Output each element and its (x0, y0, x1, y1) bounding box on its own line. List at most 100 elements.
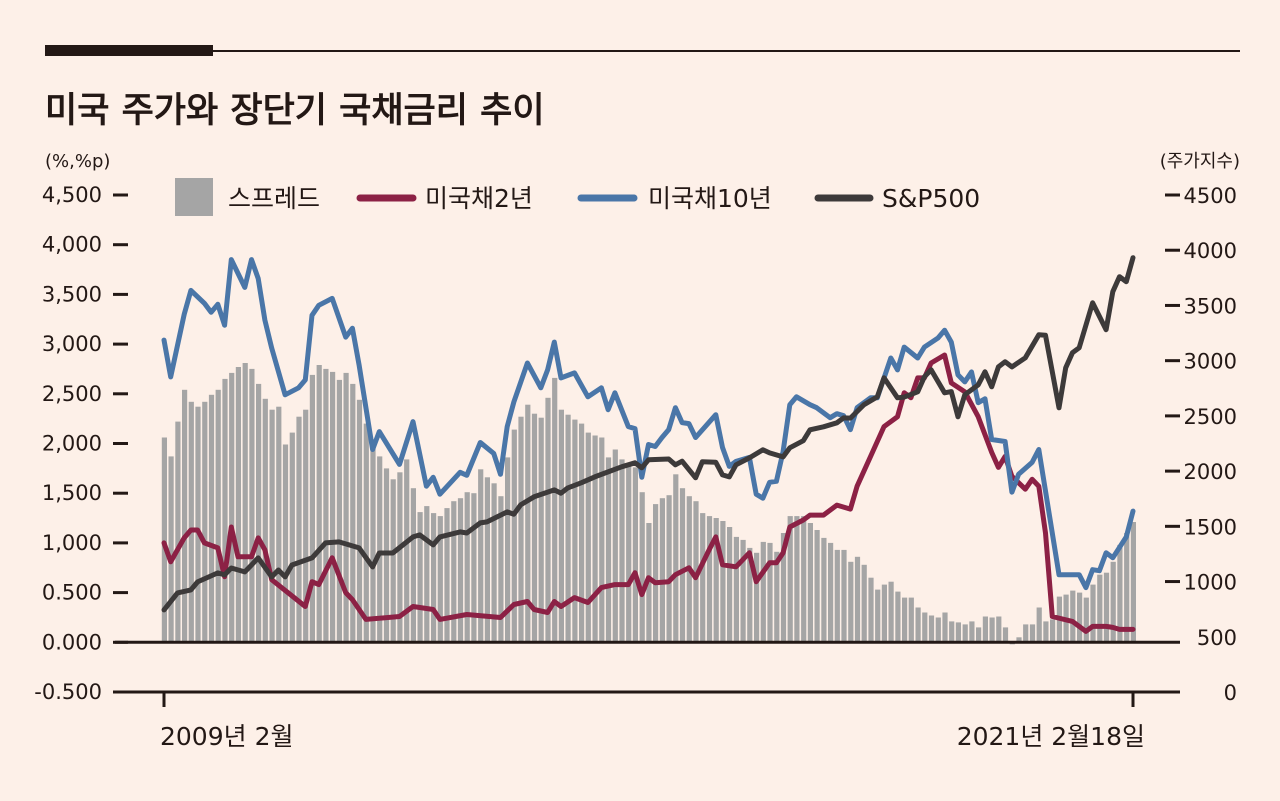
spread-bar (208, 394, 215, 643)
left-tick-label: 3,000 (42, 332, 102, 356)
legend: 스프레드 미국채2년 미국채10년 S&P500 (175, 178, 980, 216)
spread-bar (861, 564, 867, 643)
right-tick-label: 1500 (1184, 515, 1237, 539)
spread-bar (249, 368, 255, 643)
spread-bar (1023, 624, 1029, 643)
left-tick-label: 1,000 (42, 531, 102, 555)
spread-bar (585, 432, 591, 643)
spread-bar (269, 409, 275, 643)
spread-bar (942, 612, 948, 643)
spread-bar (848, 561, 854, 643)
spread-bar (518, 416, 524, 643)
spread-bar (182, 389, 188, 643)
spread-bar (464, 492, 470, 643)
spread-bar (881, 584, 887, 643)
left-axis-unit: (%,%p) (45, 151, 110, 172)
spread-bar (760, 541, 766, 643)
spread-bar (457, 498, 464, 643)
spread-bar (807, 523, 813, 643)
spread-bar (276, 406, 282, 643)
spread-bar (868, 577, 874, 643)
spread-bar (215, 389, 221, 643)
spread-bar (955, 622, 961, 643)
left-tick-label: 0.000 (42, 630, 102, 654)
legend-label-spread: 스프레드 (228, 184, 320, 213)
spread-bar (605, 457, 612, 643)
spread-bar (928, 615, 935, 643)
right-tick-label: 4500 (1184, 184, 1237, 208)
spread-bar (168, 456, 174, 643)
spread-bar (565, 414, 571, 643)
spread-bar (747, 547, 753, 643)
spread-bar (235, 367, 241, 643)
spread-bar (895, 591, 901, 643)
spread-bar (350, 383, 356, 643)
left-tick-label: 1,500 (42, 481, 102, 505)
spread-bar (908, 597, 914, 643)
spread-bar (713, 518, 719, 643)
spread-bar (552, 377, 558, 643)
spread-bar (579, 423, 585, 643)
spread-bar (330, 371, 336, 643)
spread-bar (262, 398, 268, 643)
spread-bar (1036, 607, 1042, 643)
spread-bar (1124, 533, 1130, 643)
spread-bar (679, 488, 686, 643)
spread-bar (491, 483, 497, 643)
spread-bar (545, 397, 551, 643)
spread-bar (323, 368, 329, 643)
spread-bar (296, 416, 302, 643)
spread-bar (1002, 627, 1009, 643)
spread-bar (478, 469, 484, 643)
legend-label-us10y: 미국채10년 (648, 184, 772, 213)
left-tick-label: 2,500 (42, 382, 102, 406)
spread-bar (976, 627, 982, 643)
spread-bar (659, 498, 665, 643)
legend-label-sp500: S&P500 (882, 184, 980, 213)
spread-bar (404, 459, 410, 643)
right-tick-label: 1000 (1184, 571, 1237, 595)
right-axis-unit: (주가지수) (1160, 151, 1240, 172)
spread-bar (572, 419, 578, 643)
spread-bar (256, 383, 262, 643)
spread-bar (740, 539, 746, 643)
spread-bar (821, 537, 827, 643)
spread-bar (700, 513, 706, 643)
spread-bar (720, 521, 726, 643)
spread-bar (410, 488, 416, 643)
spread-bar (592, 435, 598, 643)
line-sp500 (161, 255, 1136, 613)
spread-bar (1103, 572, 1110, 643)
spread-bar (498, 496, 504, 643)
spread-bar (1090, 584, 1096, 643)
spread-bar (666, 495, 672, 643)
spread-bar (1070, 590, 1076, 643)
right-tick-label: 3500 (1184, 294, 1237, 318)
spread-bar (222, 378, 228, 643)
spread-bar (451, 501, 457, 643)
spread-bar (1097, 574, 1103, 643)
spread-bar (982, 616, 988, 643)
header-accent-bar (45, 45, 213, 56)
legend-label-us2y: 미국채2년 (425, 184, 533, 213)
spread-bar (828, 542, 834, 643)
spread-bar (794, 516, 800, 643)
spread-bar (639, 492, 645, 643)
spread-bar (505, 457, 511, 643)
spread-bar (316, 365, 322, 643)
spread-bar (727, 527, 733, 643)
spread-bar (471, 493, 477, 643)
spread-bar (303, 409, 309, 643)
x-axis-start-label: 2009년 2월 (160, 722, 293, 751)
spread-bar (229, 372, 235, 643)
legend-swatch-spread (175, 178, 213, 216)
spread-bar (888, 581, 894, 643)
x-axis-end-label: 2021년 2월18일 (957, 722, 1145, 751)
spread-bar (787, 516, 793, 643)
spread-bar (754, 552, 760, 643)
spread-bar (289, 432, 295, 643)
spread-bar (431, 513, 437, 643)
spread-bar (511, 429, 517, 643)
spread-bar (902, 597, 908, 643)
spread-bar (834, 549, 840, 643)
